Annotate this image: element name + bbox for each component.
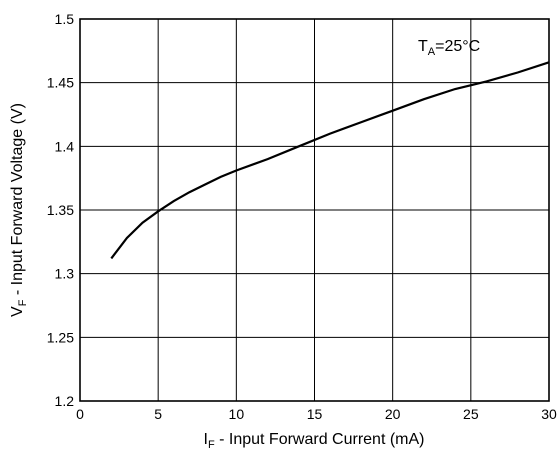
x-tick-label: 30 — [541, 406, 557, 422]
x-tick-labels: 0 5 10 15 20 25 30 — [76, 406, 557, 422]
annotation-rest: =25°C — [435, 38, 480, 55]
y-tick-label: 1.35 — [47, 202, 74, 218]
y-tick-label: 1.3 — [55, 266, 75, 282]
annotation-sub: A — [428, 46, 436, 58]
y-tick-label: 1.45 — [47, 75, 74, 91]
y-tick-label: 1.2 — [55, 393, 75, 409]
x-axis-label: IF - Input Forward Current (mA) — [203, 431, 424, 451]
gridlines — [80, 19, 549, 401]
x-tick-label: 10 — [229, 406, 245, 422]
y-axis-label: VF - Input Forward Voltage (V) — [9, 103, 29, 317]
y-tick-labels: 1.2 1.25 1.3 1.35 1.4 1.45 1.5 — [47, 11, 74, 409]
y-axis-label-main: V — [9, 306, 26, 317]
y-tick-label: 1.4 — [55, 138, 75, 154]
plot-frame — [79, 18, 550, 402]
annotation-main: T — [418, 38, 428, 55]
x-tick-label: 15 — [307, 406, 323, 422]
y-axis-label-rest: - Input Forward Voltage (V) — [9, 103, 26, 300]
x-axis-label-main: I — [203, 431, 207, 448]
x-axis-label-sub: F — [208, 439, 215, 451]
x-tick-label: 25 — [463, 406, 479, 422]
x-tick-label: 20 — [385, 406, 401, 422]
y-axis-label-sub: F — [17, 299, 29, 306]
x-tick-label: 5 — [154, 406, 162, 422]
x-axis-label-rest: - Input Forward Current (mA) — [215, 431, 425, 448]
y-tick-label: 1.25 — [47, 329, 74, 345]
series-line — [110, 61, 550, 260]
x-tick-label: 0 — [76, 406, 84, 422]
y-tick-label: 1.5 — [55, 11, 75, 27]
annotation-temperature: TA=25°C — [418, 38, 480, 58]
